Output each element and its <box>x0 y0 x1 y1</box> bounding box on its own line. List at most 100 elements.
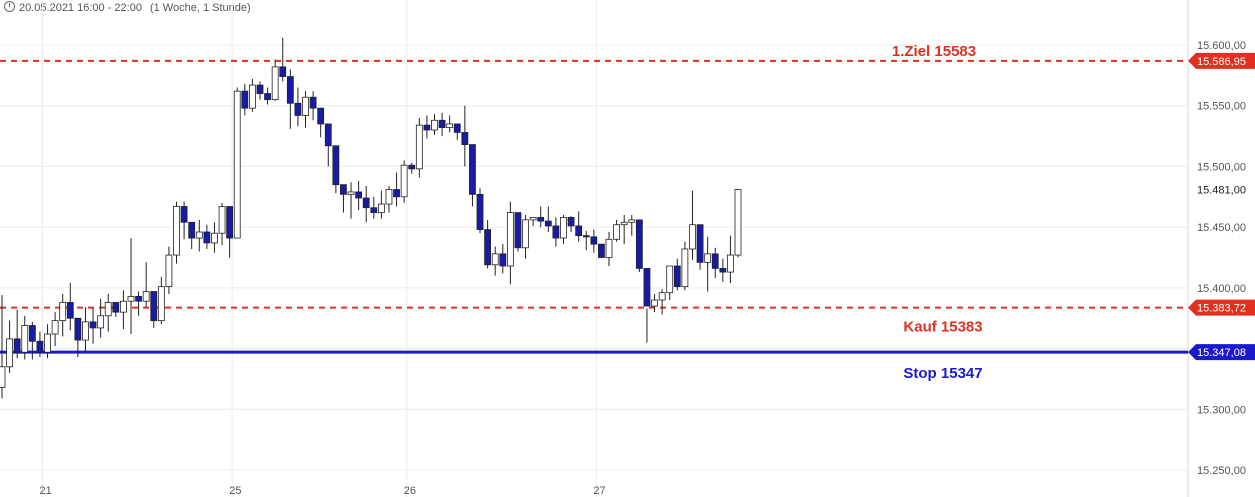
candle-bull <box>377 203 385 213</box>
candle-bear <box>89 321 97 329</box>
candle-bull <box>529 217 537 221</box>
candle-bull <box>104 302 112 317</box>
date-range: 20.05.2021 16:00 - 22:00 <box>19 2 142 14</box>
candle-bull <box>233 90 241 239</box>
candle-bull <box>21 325 29 353</box>
x-tick-label: 26 <box>404 485 416 497</box>
candle-bear <box>309 96 317 109</box>
candle-bull <box>446 123 454 128</box>
candle-bear <box>256 84 264 94</box>
candle-bull <box>157 286 165 322</box>
candle-bear <box>590 236 598 245</box>
level-annotation: Stop 15347 <box>903 365 982 382</box>
candle-bear <box>643 268 651 307</box>
candle-bear <box>203 231 211 244</box>
candle-bull <box>0 366 6 388</box>
candle-bull <box>727 254 734 273</box>
candle-bear <box>241 90 249 109</box>
candle-bear <box>719 268 727 273</box>
candle-bear <box>279 66 287 77</box>
candle-bull <box>620 221 628 226</box>
candle-bull <box>218 206 226 234</box>
candle-bear <box>537 217 545 222</box>
candle-bear <box>28 325 36 342</box>
candle-bull <box>6 338 13 368</box>
candle-bull <box>248 84 256 109</box>
candle-bull <box>605 238 613 258</box>
candle-bull <box>211 232 218 244</box>
x-tick-label: 25 <box>229 485 241 497</box>
candle-bear <box>453 123 461 133</box>
entry-price-tag-bg <box>1188 299 1255 316</box>
candle-bull <box>613 224 620 240</box>
entry-price-tag: 15.383,72 <box>1197 303 1246 315</box>
candle-bear <box>317 107 325 125</box>
candle-bull <box>302 96 309 116</box>
stop-price-tag: 15.347,08 <box>1197 347 1246 359</box>
candle-bear <box>36 340 44 353</box>
candle-bull <box>59 302 67 322</box>
candle-bull <box>51 320 59 335</box>
candle-bear <box>575 225 583 237</box>
y-tick-label: 15.300,00 <box>1197 404 1246 416</box>
stop-price-tag-bg <box>1188 344 1255 361</box>
candle-bull <box>681 248 689 288</box>
candle-bear <box>286 76 294 104</box>
candle-bear <box>544 220 552 227</box>
candle-bull <box>347 191 355 195</box>
candle-bear <box>226 206 234 239</box>
candle-bear <box>180 206 188 223</box>
candle-bear <box>332 145 340 186</box>
candle-bear <box>150 291 158 322</box>
candle-bear <box>514 212 522 249</box>
candle-bear <box>370 207 378 213</box>
candle-bear <box>393 189 400 198</box>
candle-bull <box>560 217 567 239</box>
candle-bull <box>415 124 423 170</box>
candle-bear <box>135 295 142 302</box>
candle-bull <box>385 189 393 205</box>
period-label: (1 Woche, 1 Stunde) <box>149 2 251 14</box>
candle-bear <box>264 93 271 101</box>
candle-bear <box>408 164 416 170</box>
y-tick-label: 15.550,00 <box>1197 101 1246 113</box>
clock-icon <box>4 1 15 12</box>
candle-bear <box>499 253 507 267</box>
level-annotation: Kauf 15383 <box>903 319 982 336</box>
candle-bear <box>567 217 575 227</box>
candle-bear <box>438 119 446 128</box>
candle-bull <box>120 300 127 313</box>
candle-bear <box>476 193 484 230</box>
y-tick-label: 15.450,00 <box>1197 222 1246 234</box>
last-price-label: 15.481,00 <box>1197 185 1246 197</box>
candle-bear <box>112 302 120 313</box>
x-tick-label: 27 <box>593 485 605 497</box>
candle-bull <box>44 333 51 353</box>
candle-bear <box>362 197 370 209</box>
candle-bull <box>734 189 742 256</box>
candle-bull <box>491 253 499 266</box>
candle-bull <box>271 66 279 101</box>
candle-bull <box>431 119 438 131</box>
candle-bear <box>552 225 560 239</box>
candle-bear <box>635 219 643 269</box>
candle-bear <box>696 224 704 263</box>
candle-bull <box>628 219 636 223</box>
candle-bull <box>666 265 674 294</box>
candle-bull <box>506 212 514 267</box>
candle-bull <box>704 253 712 263</box>
candle-bull <box>195 231 203 239</box>
candle-bear <box>598 243 605 258</box>
candle-bull <box>173 206 180 256</box>
candle-bear <box>324 123 332 147</box>
candle-bear <box>484 229 492 266</box>
candle-bull <box>400 164 408 198</box>
candle-bull <box>82 321 89 341</box>
target-price-tag-bg <box>1188 52 1255 69</box>
chart-header: 20.05.2021 16:00 - 22:00 (1 Woche, 1 Stun… <box>4 0 251 14</box>
candle-bull <box>522 219 529 249</box>
candle-bear <box>13 338 21 353</box>
target-price-tag: 15.586,95 <box>1197 56 1246 68</box>
